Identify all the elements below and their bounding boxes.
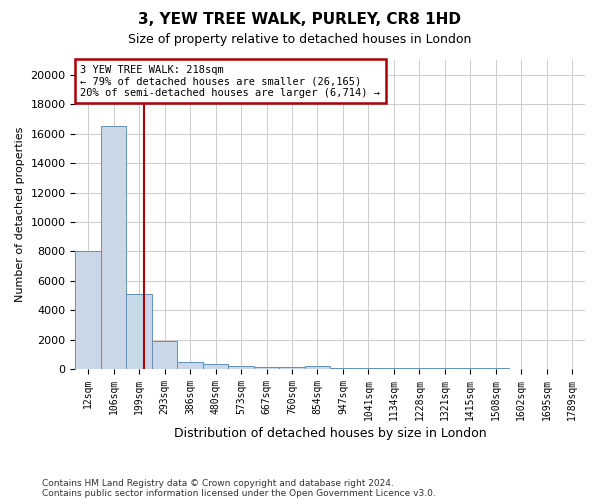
Bar — [279, 368, 305, 369]
Bar — [560, 368, 585, 369]
Bar — [101, 126, 127, 369]
Text: Contains HM Land Registry data © Crown copyright and database right 2024.: Contains HM Land Registry data © Crown c… — [42, 478, 394, 488]
Bar — [534, 368, 560, 369]
Bar — [203, 364, 228, 369]
Bar — [458, 368, 483, 369]
Text: 3 YEW TREE WALK: 218sqm
← 79% of detached houses are smaller (26,165)
20% of sem: 3 YEW TREE WALK: 218sqm ← 79% of detache… — [80, 64, 380, 98]
Bar — [127, 294, 152, 369]
Y-axis label: Number of detached properties: Number of detached properties — [15, 127, 25, 302]
Text: Contains public sector information licensed under the Open Government Licence v3: Contains public sector information licen… — [42, 488, 436, 498]
Bar — [432, 368, 458, 369]
Bar — [381, 368, 407, 369]
Text: Size of property relative to detached houses in London: Size of property relative to detached ho… — [128, 32, 472, 46]
Bar — [76, 250, 101, 369]
Bar — [305, 366, 330, 369]
Bar — [483, 368, 509, 369]
Bar — [152, 341, 178, 369]
Bar — [356, 368, 381, 369]
Bar — [254, 367, 279, 369]
Bar — [178, 362, 203, 369]
Bar — [228, 366, 254, 369]
Bar — [407, 368, 432, 369]
Bar — [509, 368, 534, 369]
Text: 3, YEW TREE WALK, PURLEY, CR8 1HD: 3, YEW TREE WALK, PURLEY, CR8 1HD — [139, 12, 461, 28]
Bar — [330, 368, 356, 369]
X-axis label: Distribution of detached houses by size in London: Distribution of detached houses by size … — [174, 427, 487, 440]
